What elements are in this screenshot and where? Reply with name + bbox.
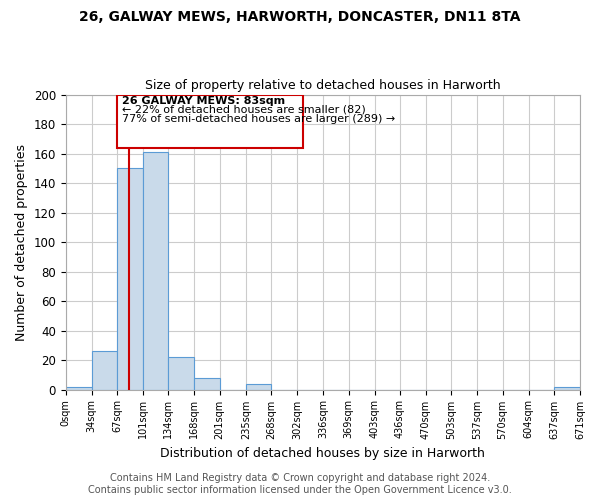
Text: 26 GALWAY MEWS: 83sqm: 26 GALWAY MEWS: 83sqm	[122, 96, 285, 106]
FancyBboxPatch shape	[117, 94, 303, 148]
Title: Size of property relative to detached houses in Harworth: Size of property relative to detached ho…	[145, 79, 500, 92]
Bar	[169, 357, 194, 390]
Text: 77% of semi-detached houses are larger (289) →: 77% of semi-detached houses are larger (…	[122, 114, 395, 124]
Text: Contains HM Land Registry data © Crown copyright and database right 2024.
Contai: Contains HM Land Registry data © Crown c…	[88, 474, 512, 495]
Bar	[194, 378, 220, 390]
Bar	[246, 384, 271, 390]
Text: ← 22% of detached houses are smaller (82): ← 22% of detached houses are smaller (82…	[122, 105, 366, 115]
Y-axis label: Number of detached properties: Number of detached properties	[15, 144, 28, 340]
Text: 26, GALWAY MEWS, HARWORTH, DONCASTER, DN11 8TA: 26, GALWAY MEWS, HARWORTH, DONCASTER, DN…	[79, 10, 521, 24]
Bar	[143, 152, 169, 390]
X-axis label: Distribution of detached houses by size in Harworth: Distribution of detached houses by size …	[160, 447, 485, 460]
Bar	[65, 386, 92, 390]
Bar	[554, 386, 580, 390]
Bar	[92, 351, 117, 390]
Bar	[117, 168, 143, 390]
